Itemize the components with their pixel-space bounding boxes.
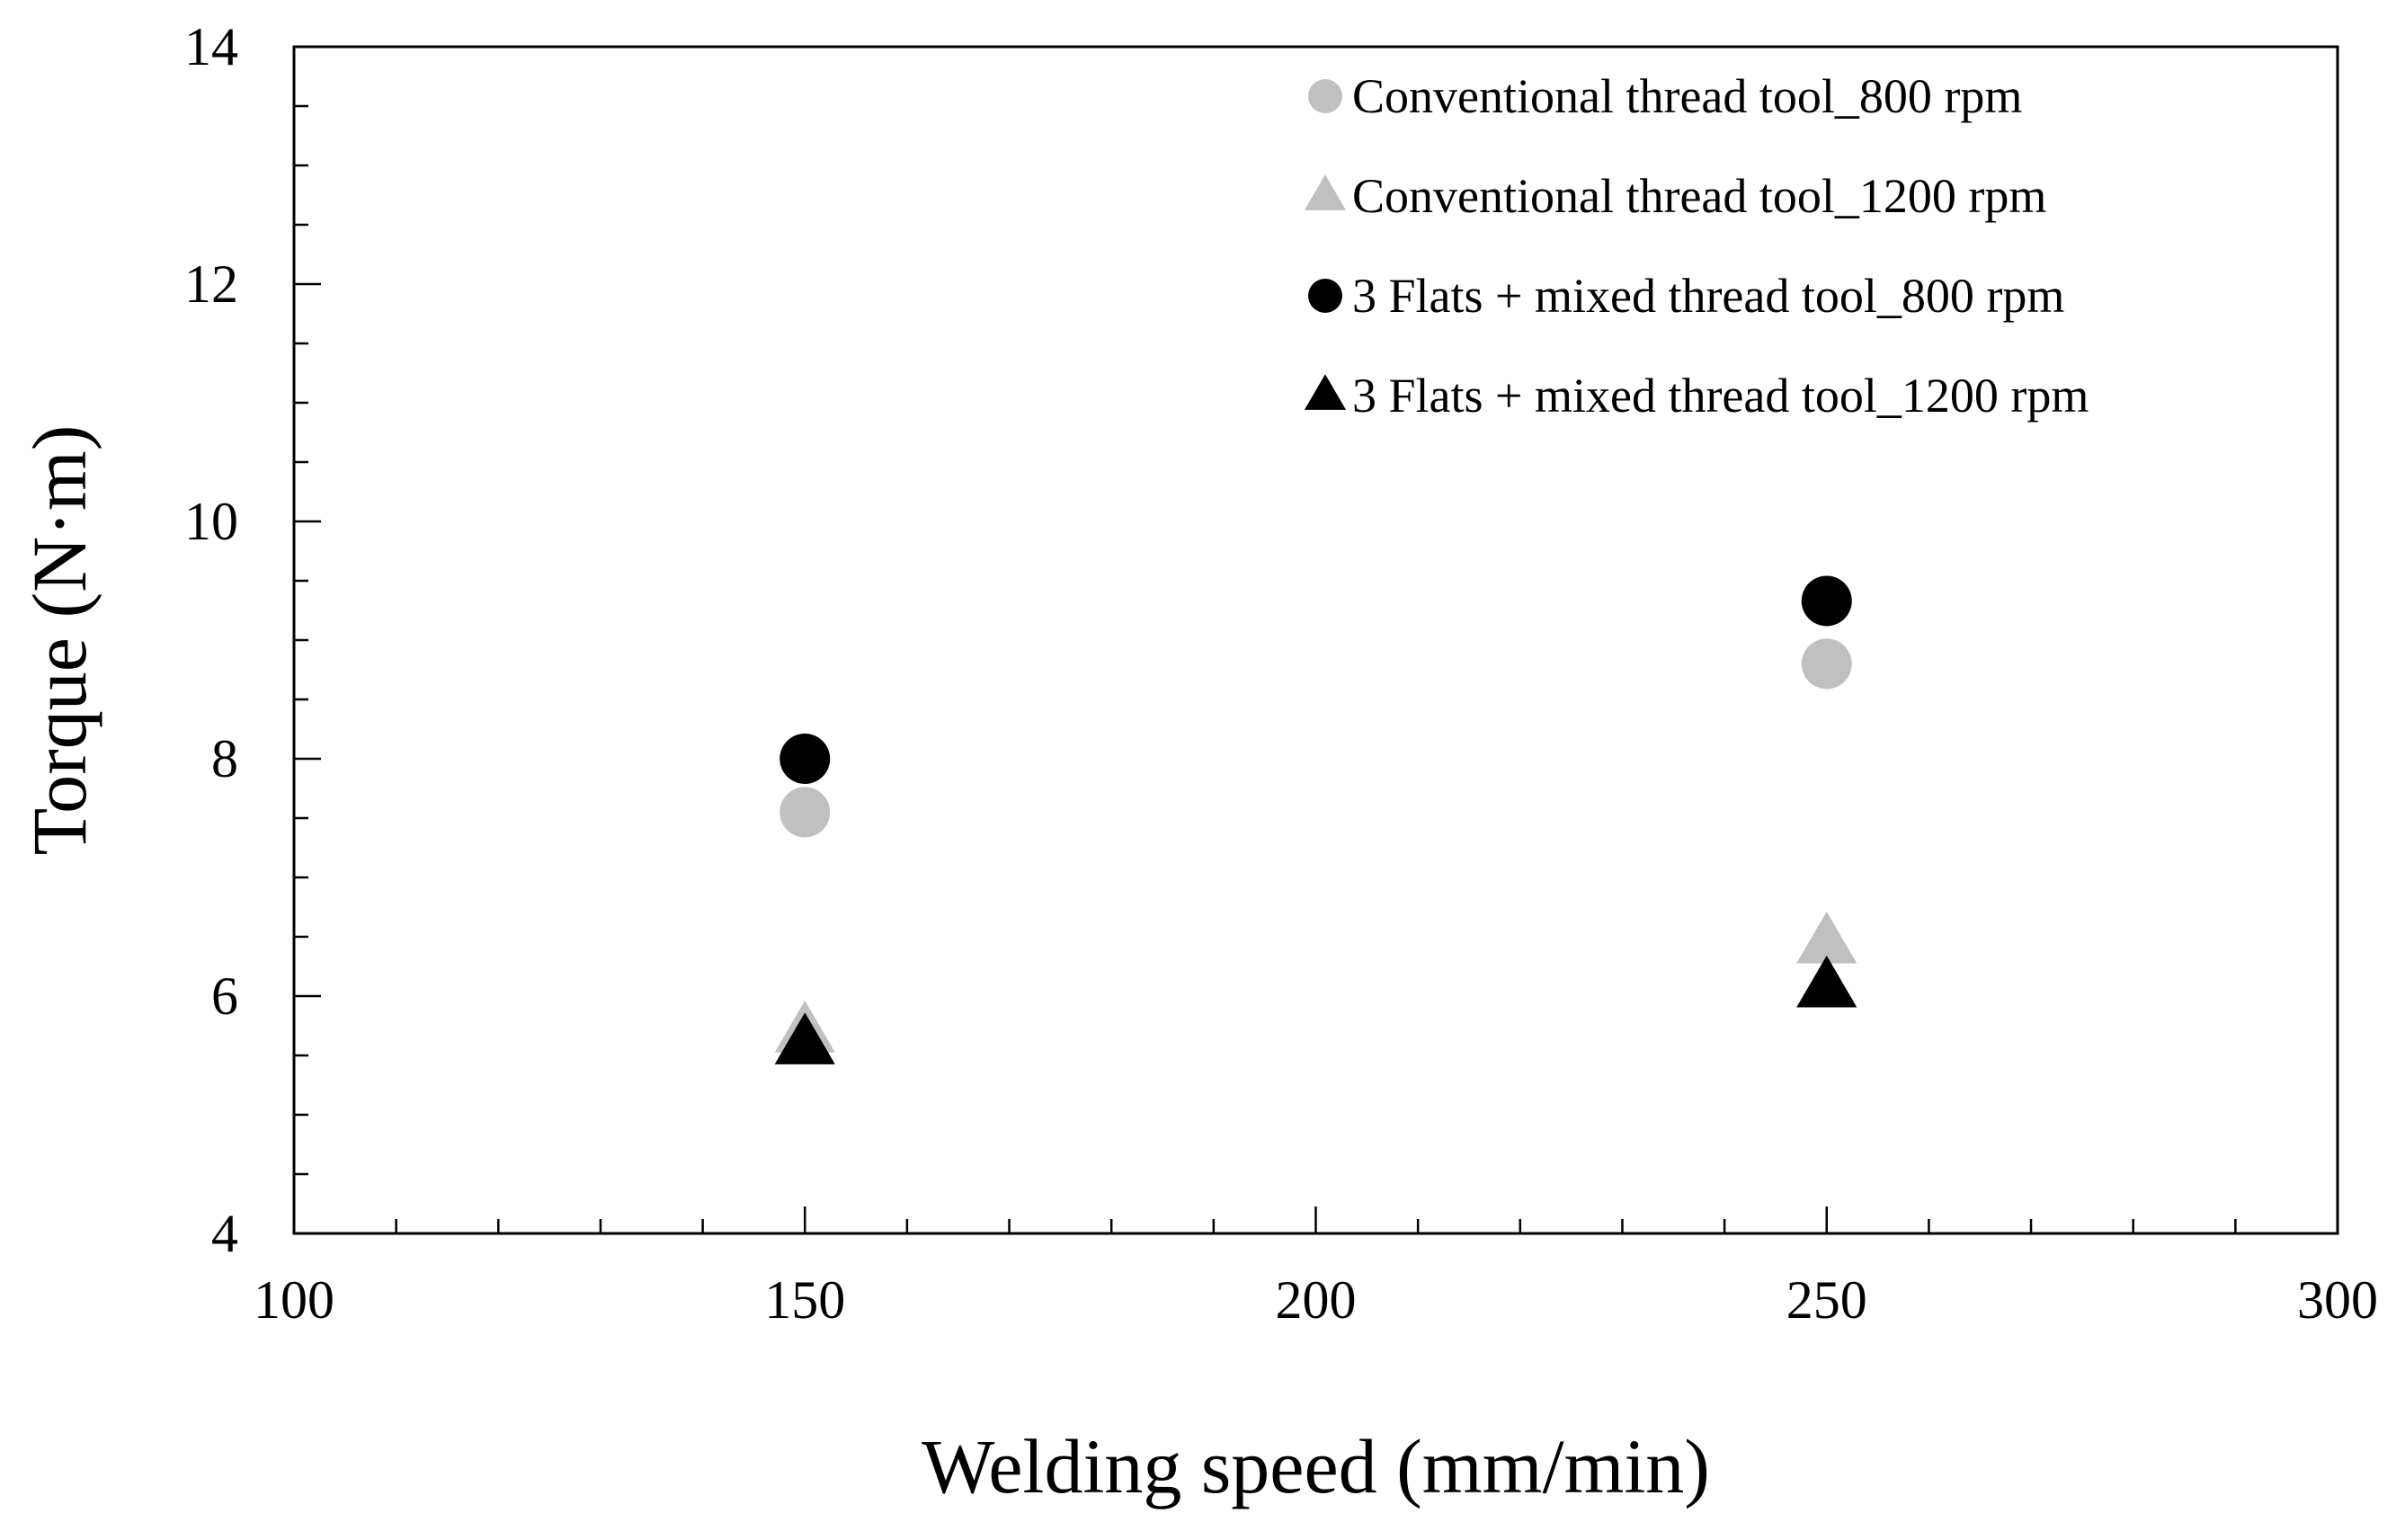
- y-tick-label: 4: [211, 1204, 238, 1263]
- x-tick-label: 100: [254, 1270, 334, 1330]
- data-point-series-3: [1801, 575, 1852, 627]
- x-tick-label: 300: [2297, 1270, 2378, 1330]
- x-tick-label: 200: [1276, 1270, 1357, 1330]
- data-point-series-2: [1796, 912, 1857, 964]
- y-tick-label: 14: [184, 17, 238, 76]
- y-axis-title: Torque (N·m): [16, 425, 102, 856]
- data-point-series-1: [779, 787, 831, 838]
- legend-label-3: 3 Flats + mixed thread tool_800 rpm: [1352, 269, 2064, 323]
- x-axis-title: Welding speed (mm/min): [922, 1423, 1710, 1509]
- legend-marker-3: [1308, 279, 1342, 313]
- legend-marker-4: [1304, 374, 1347, 410]
- y-tick-label: 6: [211, 966, 238, 1026]
- plot-frame: [292, 45, 2339, 1235]
- x-tick-label: 150: [764, 1270, 845, 1330]
- y-tick-label: 10: [184, 492, 238, 551]
- legend-marker-1: [1308, 79, 1342, 113]
- data-point-series-4: [1796, 955, 1857, 1008]
- x-tick-label: 250: [1786, 1270, 1867, 1330]
- legend-label-2: Conventional thread tool_1200 rpm: [1352, 169, 2046, 223]
- legend-label-4: 3 Flats + mixed thread tool_1200 rpm: [1352, 369, 2089, 423]
- legend-label-1: Conventional thread tool_800 rpm: [1352, 69, 2022, 123]
- y-tick-label: 8: [211, 729, 238, 788]
- data-point-series-4: [774, 1012, 835, 1064]
- legend-marker-2: [1304, 174, 1347, 210]
- data-point-series-3: [779, 734, 831, 784]
- y-tick-label: 12: [184, 254, 238, 314]
- legend: Conventional thread tool_800 rpm Conventi…: [1304, 69, 2089, 423]
- data-point-series-1: [1801, 638, 1852, 690]
